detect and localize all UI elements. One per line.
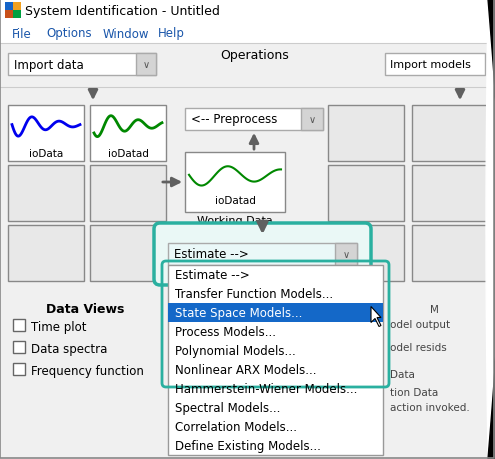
FancyBboxPatch shape <box>13 319 25 331</box>
FancyBboxPatch shape <box>136 54 156 76</box>
FancyBboxPatch shape <box>412 166 488 222</box>
FancyBboxPatch shape <box>90 166 166 222</box>
Text: Data Views: Data Views <box>46 303 124 316</box>
Bar <box>5 3 13 11</box>
FancyBboxPatch shape <box>0 44 495 88</box>
Text: Spectral Models...: Spectral Models... <box>175 401 280 414</box>
Text: M: M <box>430 304 439 314</box>
FancyBboxPatch shape <box>412 106 488 162</box>
Text: File: File <box>12 28 32 40</box>
Text: Operations: Operations <box>221 48 290 62</box>
Text: Estimate -->: Estimate --> <box>175 269 250 281</box>
Bar <box>13 11 21 19</box>
FancyBboxPatch shape <box>328 166 404 222</box>
Bar <box>5 11 13 19</box>
Text: odel output: odel output <box>390 319 450 329</box>
FancyBboxPatch shape <box>335 243 357 265</box>
FancyBboxPatch shape <box>13 341 25 353</box>
FancyBboxPatch shape <box>301 109 323 131</box>
Text: Time plot: Time plot <box>31 321 87 334</box>
FancyBboxPatch shape <box>13 363 25 375</box>
Text: Correlation Models...: Correlation Models... <box>175 420 297 433</box>
FancyBboxPatch shape <box>185 153 285 213</box>
Text: Process Models...: Process Models... <box>175 325 276 338</box>
Text: tion Data: tion Data <box>390 387 438 397</box>
Text: Hammerstein-Wiener Models...: Hammerstein-Wiener Models... <box>175 382 357 395</box>
FancyBboxPatch shape <box>0 0 495 24</box>
FancyBboxPatch shape <box>412 225 488 281</box>
FancyBboxPatch shape <box>8 225 84 281</box>
Text: Polynomial Models...: Polynomial Models... <box>175 344 296 357</box>
Text: Nonlinear ARX Models...: Nonlinear ARX Models... <box>175 363 316 376</box>
Text: Working Data: Working Data <box>197 216 273 225</box>
FancyBboxPatch shape <box>90 106 166 162</box>
Text: ioDatad: ioDatad <box>107 149 148 159</box>
Text: ioData: ioData <box>29 149 63 159</box>
Text: action invoked.: action invoked. <box>390 402 470 412</box>
Text: System Identification - Untitled: System Identification - Untitled <box>25 6 220 18</box>
FancyBboxPatch shape <box>90 225 166 281</box>
Text: Options: Options <box>46 28 92 40</box>
FancyBboxPatch shape <box>168 265 383 455</box>
Text: Transfer Function Models...: Transfer Function Models... <box>175 287 333 300</box>
FancyBboxPatch shape <box>168 243 357 265</box>
FancyBboxPatch shape <box>8 106 84 162</box>
FancyBboxPatch shape <box>185 109 323 131</box>
Text: Import models: Import models <box>390 60 471 70</box>
Text: <-- Preprocess: <-- Preprocess <box>191 113 277 126</box>
Text: ∨: ∨ <box>343 249 349 259</box>
Bar <box>5 3 21 19</box>
Text: ∨: ∨ <box>143 60 149 70</box>
Text: Define Existing Models...: Define Existing Models... <box>175 439 321 452</box>
FancyBboxPatch shape <box>328 106 404 162</box>
Text: Data spectra: Data spectra <box>31 343 107 356</box>
Text: Help: Help <box>158 28 185 40</box>
Text: Frequency function: Frequency function <box>31 365 144 378</box>
FancyBboxPatch shape <box>385 54 485 76</box>
FancyBboxPatch shape <box>0 24 495 44</box>
Text: ∨: ∨ <box>308 115 316 125</box>
Text: Data: Data <box>390 369 415 379</box>
FancyBboxPatch shape <box>8 54 156 76</box>
Text: ioDatad: ioDatad <box>214 196 255 206</box>
Text: State Space Models...: State Space Models... <box>175 306 302 319</box>
FancyBboxPatch shape <box>328 225 404 281</box>
Text: Window: Window <box>103 28 149 40</box>
FancyBboxPatch shape <box>154 224 371 285</box>
Polygon shape <box>371 307 381 327</box>
Text: Estimate -->: Estimate --> <box>174 248 249 261</box>
Text: odel resids: odel resids <box>390 342 447 352</box>
Text: Import data: Import data <box>14 58 84 71</box>
FancyBboxPatch shape <box>0 88 495 459</box>
FancyBboxPatch shape <box>168 303 383 322</box>
FancyBboxPatch shape <box>8 166 84 222</box>
